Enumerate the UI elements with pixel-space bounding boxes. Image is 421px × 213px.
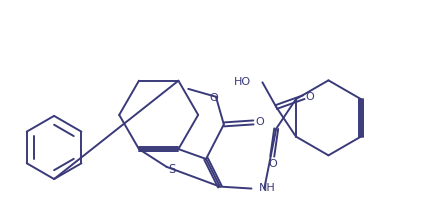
Text: O: O [305,92,314,102]
Text: HO: HO [233,77,250,87]
Text: O: O [255,117,264,127]
Text: O: O [268,159,277,169]
Text: S: S [168,163,175,176]
Text: NH: NH [259,183,276,193]
Text: O: O [210,93,218,103]
